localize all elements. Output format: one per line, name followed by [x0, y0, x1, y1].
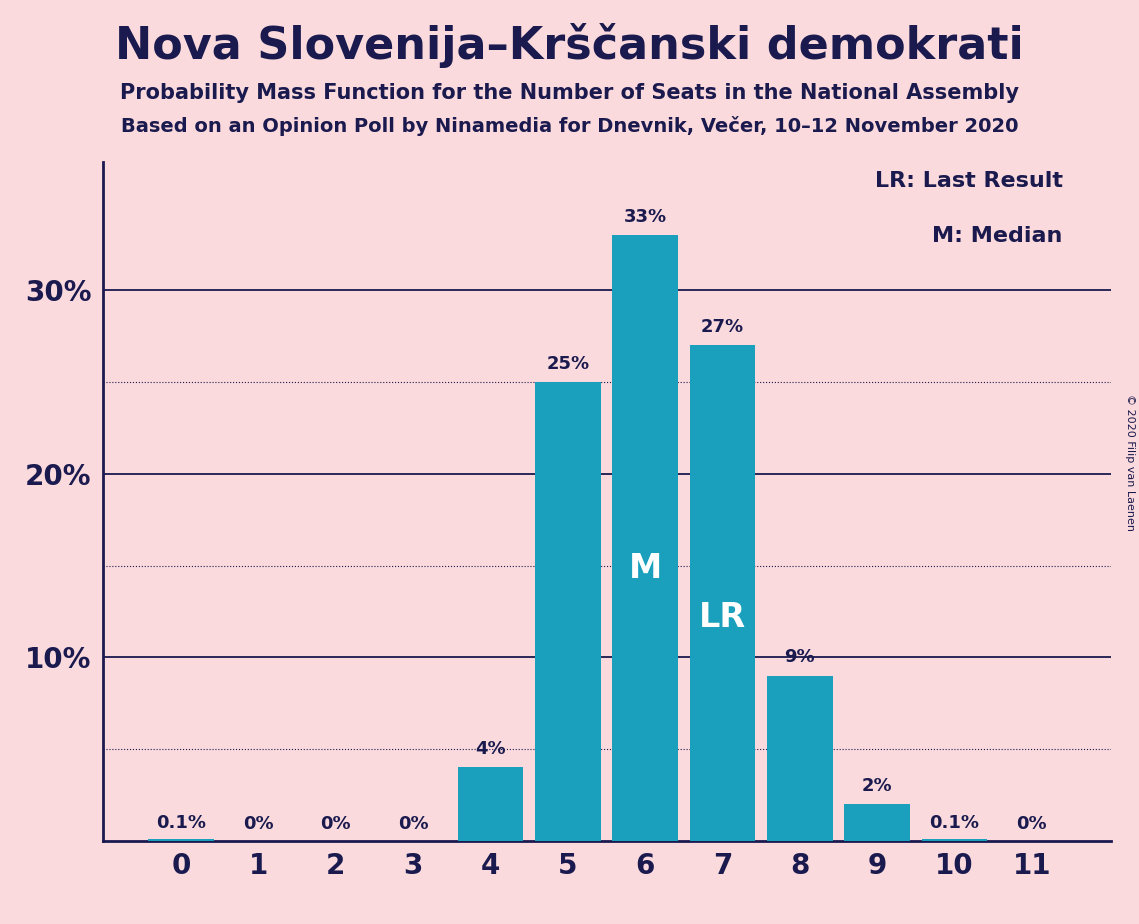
Bar [458, 768, 524, 841]
Text: 9%: 9% [785, 649, 816, 666]
Text: Based on an Opinion Poll by Ninamedia for Dnevnik, Večer, 10–12 November 2020: Based on an Opinion Poll by Ninamedia fo… [121, 116, 1018, 136]
Text: 33%: 33% [624, 208, 666, 226]
Text: 0%: 0% [1016, 816, 1047, 833]
Text: 25%: 25% [547, 355, 589, 372]
Bar [921, 839, 988, 841]
Text: © 2020 Filip van Laenen: © 2020 Filip van Laenen [1125, 394, 1134, 530]
Text: 0%: 0% [244, 816, 273, 833]
Text: 4%: 4% [475, 740, 506, 759]
Text: LR: Last Result: LR: Last Result [875, 171, 1063, 191]
Text: 0.1%: 0.1% [929, 814, 980, 832]
Text: Probability Mass Function for the Number of Seats in the National Assembly: Probability Mass Function for the Number… [120, 83, 1019, 103]
Text: 27%: 27% [700, 318, 744, 336]
Text: 0.1%: 0.1% [156, 814, 206, 832]
Text: 0%: 0% [320, 816, 351, 833]
Bar [689, 346, 755, 841]
Bar [613, 235, 678, 841]
Text: 2%: 2% [862, 777, 893, 795]
Text: LR: LR [699, 602, 746, 634]
Bar [767, 675, 833, 841]
Bar [148, 839, 214, 841]
Text: Nova Slovenija–Krščanski demokrati: Nova Slovenija–Krščanski demokrati [115, 23, 1024, 68]
Text: M: M [629, 552, 662, 585]
Bar [844, 804, 910, 841]
Text: M: Median: M: Median [933, 226, 1063, 246]
Text: 0%: 0% [398, 816, 428, 833]
Bar [535, 382, 600, 841]
